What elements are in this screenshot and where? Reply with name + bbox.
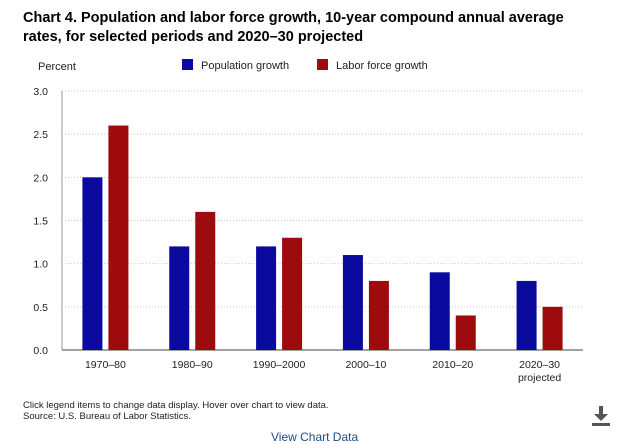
bar-population[interactable] <box>516 280 537 350</box>
x-tick-label: projected <box>518 372 561 384</box>
y-axis-title: Percent <box>38 61 76 73</box>
legend-swatch[interactable] <box>182 59 193 70</box>
bar-population[interactable] <box>256 246 277 350</box>
x-tick-label: 2000–10 <box>345 359 386 371</box>
y-tick-label: 2.5 <box>33 129 48 141</box>
footnote-source: Source: U.S. Bureau of Labor Statistics. <box>23 411 191 422</box>
legend-label[interactable]: Population growth <box>201 60 289 72</box>
x-tick-label: 1970–80 <box>85 359 126 371</box>
bar-labor[interactable] <box>542 306 563 350</box>
bar-labor[interactable] <box>455 315 476 350</box>
footnote-instructions: Click legend items to change data displa… <box>23 400 329 411</box>
y-tick-label: 1.0 <box>33 259 48 271</box>
view-chart-data-link[interactable]: View Chart Data <box>271 430 359 444</box>
bar-population[interactable] <box>82 177 103 350</box>
bar-labor[interactable] <box>108 125 129 351</box>
chart-area: Percent 0.0 0.5 1.0 1.5 2.0 2.5 3.0 1970–80 1980–… <box>0 52 632 392</box>
x-tick-label: 2010–20 <box>432 359 473 371</box>
footnote: Click legend items to change data displa… <box>23 400 329 422</box>
bar-labor[interactable] <box>282 237 303 350</box>
bar-population[interactable] <box>429 272 450 350</box>
x-tick-label: 1980–90 <box>172 359 213 371</box>
bar-population[interactable] <box>342 255 363 350</box>
chart-svg[interactable]: Percent 0.0 0.5 1.0 1.5 2.0 2.5 3.0 1970–80 1980–… <box>0 52 632 392</box>
bar-labor[interactable] <box>195 211 216 350</box>
y-tick-label: 2.0 <box>33 172 48 184</box>
legend-swatch[interactable] <box>317 59 328 70</box>
x-tick-label: 1990–2000 <box>253 359 306 371</box>
x-tick-label: 2020–30 <box>519 359 560 371</box>
y-tick-label: 3.0 <box>33 86 48 98</box>
y-tick-label: 1.5 <box>33 216 48 228</box>
download-icon[interactable] <box>590 404 612 428</box>
chart-title: Chart 4. Population and labor force grow… <box>23 10 564 45</box>
bar-labor[interactable] <box>368 280 389 350</box>
y-tick-label: 0.5 <box>33 302 48 314</box>
bar-population[interactable] <box>169 246 190 350</box>
y-tick-label: 0.0 <box>33 345 48 357</box>
legend-label[interactable]: Labor force growth <box>336 60 428 72</box>
